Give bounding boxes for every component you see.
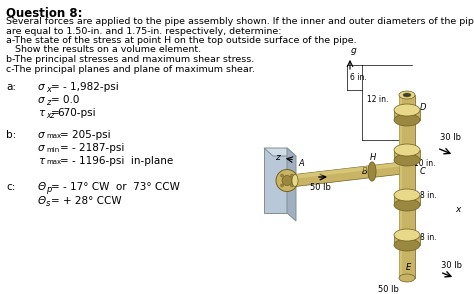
Ellipse shape: [403, 93, 411, 97]
Polygon shape: [394, 195, 420, 205]
Text: p: p: [46, 186, 51, 195]
Text: a-The state of the stress at point H on the top outside surface of the pipe.: a-The state of the stress at point H on …: [6, 36, 356, 45]
Text: τ: τ: [38, 108, 44, 118]
Polygon shape: [394, 235, 420, 245]
Text: σ: σ: [38, 143, 45, 153]
Text: 30 lb: 30 lb: [441, 261, 462, 270]
Ellipse shape: [394, 199, 420, 211]
Text: x: x: [455, 206, 460, 215]
Text: = 205-psi: = 205-psi: [60, 130, 110, 140]
Text: = - 17° CW  or  73° CCW: = - 17° CW or 73° CCW: [51, 182, 180, 192]
Text: H: H: [370, 153, 376, 163]
Polygon shape: [294, 162, 402, 179]
Text: b:: b:: [6, 130, 16, 140]
Polygon shape: [264, 148, 296, 156]
Text: = - 1196-psi  in-plane: = - 1196-psi in-plane: [60, 156, 173, 166]
Text: z: z: [46, 98, 50, 107]
Text: are equal to 1.50-in. and 1.75-in. respectively, determine:: are equal to 1.50-in. and 1.75-in. respe…: [6, 26, 282, 36]
Text: B: B: [362, 168, 368, 176]
Ellipse shape: [394, 239, 420, 251]
Text: 50 lb: 50 lb: [378, 285, 399, 294]
Ellipse shape: [292, 175, 298, 186]
Text: c-The principal planes and plane of maximum shear.: c-The principal planes and plane of maxi…: [6, 64, 255, 74]
Text: = - 2187-psi: = - 2187-psi: [60, 143, 124, 153]
Text: max: max: [46, 133, 61, 139]
Polygon shape: [294, 162, 403, 186]
Text: x: x: [46, 85, 51, 94]
Text: g: g: [351, 46, 357, 55]
Ellipse shape: [399, 274, 415, 282]
Text: Θ: Θ: [38, 182, 46, 192]
Ellipse shape: [394, 144, 420, 156]
Text: b-The principal stresses and maximum shear stress.: b-The principal stresses and maximum she…: [6, 55, 254, 64]
Text: Θ: Θ: [38, 196, 46, 206]
Text: c:: c:: [6, 182, 15, 192]
Polygon shape: [264, 148, 287, 213]
Text: σ: σ: [38, 95, 45, 105]
Text: Several forces are applied to the pipe assembly shown. If the inner and outer di: Several forces are applied to the pipe a…: [6, 17, 474, 26]
Text: =: =: [51, 108, 60, 118]
Ellipse shape: [281, 174, 283, 177]
Text: A: A: [298, 158, 304, 168]
Text: E: E: [405, 263, 410, 273]
Text: = + 28° CCW: = + 28° CCW: [51, 196, 122, 206]
Ellipse shape: [276, 170, 298, 191]
Text: Show the results on a volume element.: Show the results on a volume element.: [6, 46, 201, 54]
Text: D: D: [420, 103, 427, 111]
Ellipse shape: [399, 91, 415, 99]
Text: C: C: [420, 168, 426, 176]
Ellipse shape: [291, 174, 293, 177]
Polygon shape: [287, 148, 296, 221]
Ellipse shape: [394, 189, 420, 201]
Text: z: z: [275, 153, 280, 161]
Text: 50 lb: 50 lb: [310, 183, 331, 192]
Text: 8 in.: 8 in.: [420, 233, 437, 241]
Ellipse shape: [368, 162, 376, 181]
Polygon shape: [399, 95, 415, 278]
Text: xz: xz: [46, 111, 55, 121]
Ellipse shape: [394, 229, 420, 241]
Text: 6 in.: 6 in.: [350, 73, 367, 81]
Text: Question 8:: Question 8:: [6, 7, 82, 20]
Text: = 0.0: = 0.0: [51, 95, 79, 105]
Polygon shape: [399, 95, 402, 278]
Ellipse shape: [282, 176, 292, 186]
Text: a:: a:: [6, 82, 16, 92]
Ellipse shape: [291, 184, 293, 187]
Ellipse shape: [394, 154, 420, 166]
Text: min: min: [46, 146, 59, 153]
Text: s: s: [46, 200, 50, 208]
Text: σ: σ: [38, 130, 45, 140]
Text: 30 lb: 30 lb: [440, 133, 461, 142]
Text: τ: τ: [38, 156, 44, 166]
Polygon shape: [394, 150, 420, 160]
Text: 8 in.: 8 in.: [420, 191, 437, 201]
Text: 670-psi: 670-psi: [57, 108, 96, 118]
Text: σ: σ: [38, 82, 45, 92]
Text: = - 1,982-psi: = - 1,982-psi: [51, 82, 119, 92]
Polygon shape: [394, 110, 420, 120]
Ellipse shape: [394, 104, 420, 116]
Text: max: max: [46, 160, 61, 166]
Ellipse shape: [394, 114, 420, 126]
Text: 12 in.: 12 in.: [367, 96, 388, 104]
Ellipse shape: [281, 184, 283, 187]
Text: 10 in.: 10 in.: [414, 158, 436, 168]
